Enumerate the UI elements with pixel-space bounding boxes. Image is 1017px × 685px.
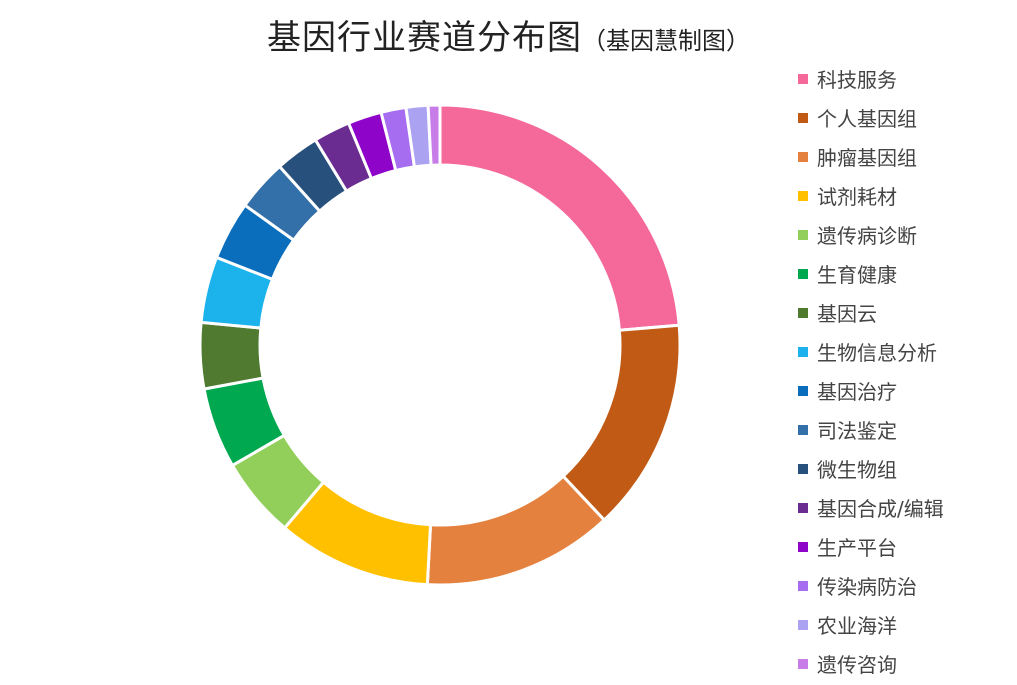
- legend-swatch: [798, 229, 808, 240]
- donut-slice-7: [198, 320, 265, 391]
- legend-swatch: [798, 658, 808, 669]
- legend-item-3: 肿瘤基因组: [798, 137, 1013, 176]
- legend-item-16: 遗传咨询: [798, 644, 1013, 683]
- legend-item-9: 基因治疗: [798, 371, 1013, 410]
- legend-swatch: [798, 463, 808, 474]
- legend-item-8: 生物信息分析: [798, 332, 1013, 371]
- legend-item-13: 生产平台: [798, 527, 1013, 566]
- chart-title-main: 基因行业赛道分布图: [267, 18, 582, 58]
- legend-label: 个人基因组: [817, 107, 917, 131]
- legend-swatch: [798, 541, 808, 552]
- legend-label: 试剂耗材: [817, 185, 897, 209]
- legend-item-10: 司法鉴定: [798, 410, 1013, 449]
- legend-item-1: 科技服务: [798, 59, 1013, 98]
- legend-label: 基因云: [817, 302, 877, 326]
- legend-item-4: 试剂耗材: [798, 176, 1013, 215]
- chart-title: 基因行业赛道分布图（基因慧制图）: [0, 10, 1017, 59]
- legend-swatch: [798, 619, 808, 630]
- legend-item-7: 基因云: [798, 293, 1013, 332]
- legend-label: 肿瘤基因组: [817, 146, 917, 170]
- legend-swatch: [798, 346, 808, 357]
- legend-swatch: [798, 307, 808, 318]
- chart-subtitle: （基因慧制图）: [582, 27, 750, 55]
- legend-swatch: [798, 385, 808, 396]
- legend-item-15: 农业海洋: [798, 605, 1013, 644]
- legend-label: 生产平台: [817, 536, 897, 560]
- legend-label: 生育健康: [817, 263, 897, 287]
- donut-slice-2: [561, 323, 682, 523]
- legend-item-2: 个人基因组: [798, 98, 1013, 137]
- legend-label: 农业海洋: [817, 614, 897, 638]
- donut-slice-3: [425, 474, 607, 587]
- donut-slice-16: [426, 103, 442, 167]
- legend-label: 科技服务: [817, 68, 897, 92]
- legend-item-11: 微生物组: [798, 449, 1013, 488]
- legend-item-6: 生育健康: [798, 254, 1013, 293]
- legend-item-12: 基因合成/编辑: [798, 488, 1013, 527]
- legend-label: 生物信息分析: [817, 341, 937, 365]
- donut-slice-1: [438, 103, 681, 332]
- legend-label: 遗传病诊断: [817, 224, 917, 248]
- legend-item-5: 遗传病诊断: [798, 215, 1013, 254]
- legend-item-14: 传染病防治: [798, 566, 1013, 605]
- legend-swatch: [798, 112, 808, 123]
- legend-swatch: [798, 73, 808, 84]
- legend-swatch: [798, 268, 808, 279]
- legend-label: 微生物组: [817, 458, 897, 482]
- legend-label: 传染病防治: [817, 575, 917, 599]
- legend-label: 基因治疗: [817, 380, 897, 404]
- legend-label: 遗传咨询: [817, 653, 897, 677]
- legend-swatch: [798, 502, 808, 513]
- legend-swatch: [798, 580, 808, 591]
- legend-label: 司法鉴定: [817, 419, 897, 443]
- legend-swatch: [798, 424, 808, 435]
- legend-swatch: [798, 151, 808, 162]
- legend-label: 基因合成/编辑: [817, 497, 944, 521]
- legend-swatch: [798, 190, 808, 201]
- chart-legend: 科技服务个人基因组肿瘤基因组试剂耗材遗传病诊断生育健康基因云生物信息分析 基因治疗…: [798, 59, 1013, 683]
